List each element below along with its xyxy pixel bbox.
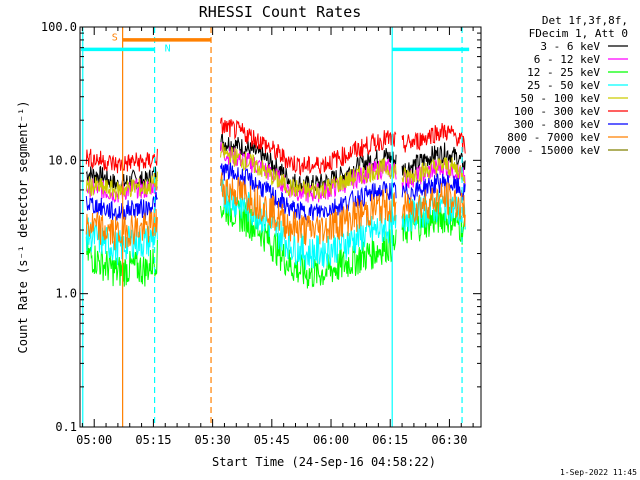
series-line-800-7000-keV [220, 172, 397, 246]
x-tick-label: 06:15 [372, 433, 408, 447]
x-tick-label: 05:30 [195, 433, 231, 447]
legend-header: FDecim 1, Att 0 [529, 27, 628, 40]
series-line-50-100-keV [220, 142, 397, 200]
x-axis-label: Start Time (24-Sep-16 04:58:22) [212, 455, 436, 469]
footer-timestamp: 1-Sep-2022 11:45 [560, 468, 637, 477]
flag-label-S: S [112, 32, 118, 43]
chart-title: RHESSI Count Rates [199, 3, 362, 21]
legend-label: 3 - 6 keV [540, 40, 600, 53]
x-tick-label: 06:30 [431, 433, 467, 447]
series-line-50-100-keV [401, 156, 466, 185]
legend-label: 100 - 300 keV [514, 105, 600, 118]
series-line-100-300-keV [220, 117, 397, 177]
y-axis-label: Count Rate (s⁻¹ detector segment⁻¹) [16, 101, 30, 354]
x-tick-label: 05:15 [135, 433, 171, 447]
x-tick-label: 05:00 [76, 433, 112, 447]
series-line-12-25-keV [220, 193, 397, 289]
series-line-3-6-keV [85, 165, 158, 195]
legend-label: 12 - 25 keV [527, 66, 600, 79]
plot-area [85, 117, 466, 289]
legend-header: Det 1f,3f,8f, [542, 14, 628, 27]
series-line-50-100-keV [85, 171, 158, 200]
series-line-100-300-keV [401, 123, 466, 154]
flag-label-N: N [165, 44, 171, 55]
series-line-800-7000-keV [401, 182, 466, 227]
y-tick-label: 100.0 [41, 20, 77, 34]
x-tick-label: 05:45 [254, 433, 290, 447]
series-line-800-7000-keV [85, 208, 158, 251]
series-line-100-300-keV [85, 148, 158, 174]
legend-label: 25 - 50 keV [527, 79, 600, 92]
series-line-300-800-keV [401, 172, 466, 201]
axes: 05:00 05:15 05:30 05:45 06:00 06:15 06:30 0.1 1.… [41, 20, 481, 447]
series-line-12-25-keV [85, 236, 158, 287]
legend-label: 7000 - 15000 keV [494, 144, 600, 157]
legend-label: 50 - 100 keV [521, 92, 601, 105]
plot-frame [79, 26, 482, 428]
attenuator-flag-overlays: SN [81, 27, 470, 427]
y-tick-label: 1.0 [55, 287, 77, 301]
y-tick-label: 0.1 [55, 420, 77, 434]
series-line-25-50-keV [401, 188, 466, 232]
y-tick-label: 10.0 [48, 153, 77, 167]
legend-label: 800 - 7000 keV [507, 131, 600, 144]
legend-label: 300 - 800 keV [514, 118, 600, 131]
x-tick-label: 06:00 [313, 433, 349, 447]
legend-label: 6 - 12 keV [534, 53, 601, 66]
